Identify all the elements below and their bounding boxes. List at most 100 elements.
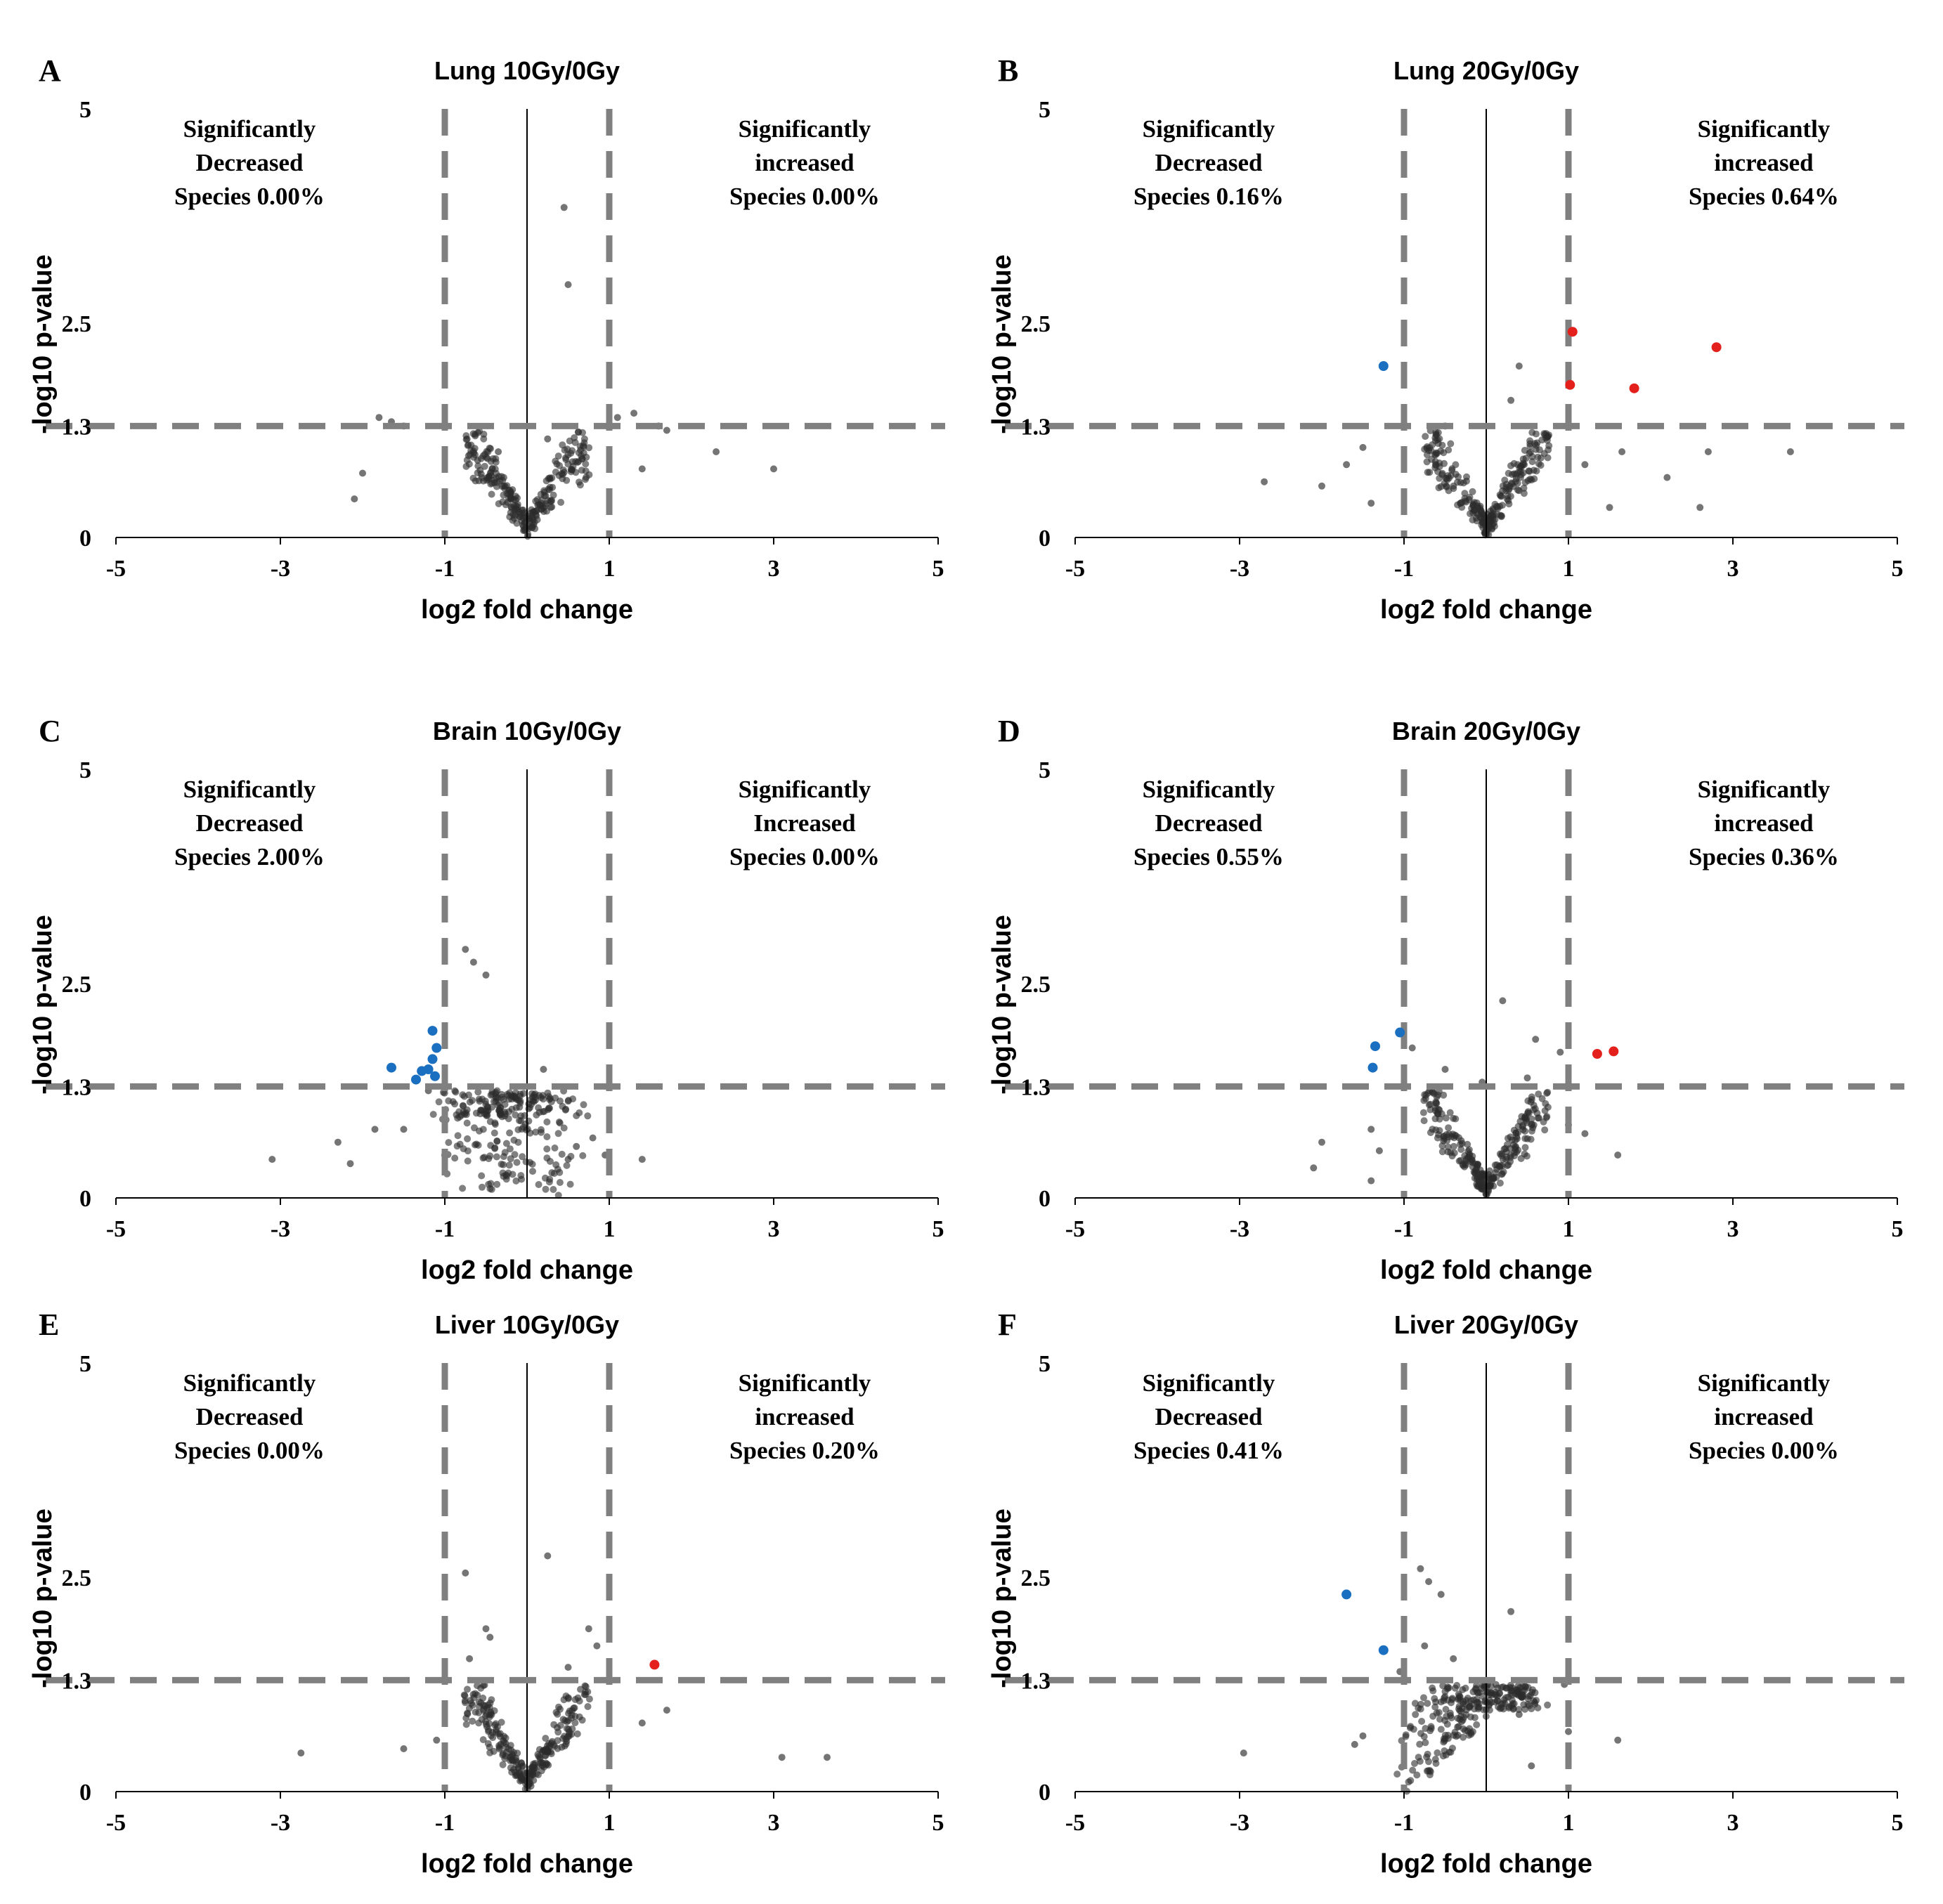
significance-note-line: increased <box>1714 1403 1814 1430</box>
data-point <box>1429 1687 1437 1695</box>
data-point <box>471 1124 478 1132</box>
x-tick-label: -1 <box>435 556 455 582</box>
data-point <box>1530 1121 1538 1129</box>
data-point <box>1499 997 1507 1005</box>
significance-note-line: Species 0.16% <box>1133 183 1284 210</box>
data-point <box>572 469 580 476</box>
data-point <box>543 1118 551 1126</box>
significance-note-line: Significantly <box>739 115 871 143</box>
data-point <box>539 1092 547 1100</box>
x-tick-label: 1 <box>604 556 616 582</box>
data-point <box>1424 1767 1432 1775</box>
data-point <box>461 1697 469 1704</box>
data-point <box>1524 1683 1532 1691</box>
data-point <box>1696 504 1704 511</box>
data-point <box>1441 1688 1449 1695</box>
data-point <box>1504 1135 1512 1142</box>
significance-note-line: Significantly <box>739 1369 871 1397</box>
significant-increased-point <box>1592 1049 1602 1059</box>
data-point <box>478 1172 486 1180</box>
x-tick-label: -3 <box>1230 1216 1249 1242</box>
data-point <box>1429 1088 1436 1096</box>
significance-note-line: increased <box>755 1403 854 1430</box>
data-point <box>479 1183 486 1191</box>
data-point <box>1535 1090 1542 1098</box>
significance-note-line: Increased <box>753 809 856 837</box>
x-tick-label: -5 <box>1065 1810 1085 1836</box>
y-tick-label: 5 <box>1039 757 1051 783</box>
data-point <box>1427 1129 1434 1136</box>
data-point <box>499 476 507 484</box>
data-point <box>1464 1140 1471 1148</box>
panel-title: Liver 10Gy/0Gy <box>435 1310 619 1339</box>
data-point <box>1367 1126 1375 1133</box>
data-point <box>1469 516 1476 523</box>
data-point <box>542 1735 550 1742</box>
x-tick-label: -5 <box>1065 556 1085 582</box>
significance-note-line: Species 0.00% <box>729 843 880 871</box>
data-point <box>1526 1692 1534 1700</box>
data-point <box>1469 488 1476 495</box>
significant-increased-point <box>649 1660 660 1670</box>
background-points <box>1240 1565 1622 1795</box>
significance-note-increased: Significantly increased Species 0.00% <box>729 115 880 210</box>
data-point <box>470 1694 478 1702</box>
data-point <box>1448 467 1456 474</box>
significant-decreased-point <box>411 1074 421 1085</box>
data-point <box>551 1145 559 1152</box>
y-tick-label: 0 <box>1039 1186 1051 1212</box>
significance-note-line: Significantly <box>1143 776 1275 803</box>
x-tick-label: 3 <box>768 1216 780 1242</box>
data-point <box>505 1161 513 1169</box>
data-point <box>1455 1157 1463 1165</box>
data-point <box>1469 1152 1476 1160</box>
data-point <box>1510 1126 1518 1134</box>
data-point <box>1240 1749 1247 1757</box>
data-point <box>557 499 565 506</box>
significance-note-line: Species 0.41% <box>1133 1437 1284 1464</box>
data-point <box>1310 1164 1318 1172</box>
data-point <box>563 1161 571 1169</box>
data-point <box>463 1119 471 1127</box>
data-point <box>1507 462 1514 469</box>
data-point <box>579 1152 587 1159</box>
data-point <box>569 1095 577 1103</box>
significance-note-decreased: Significantly Decreased Species 0.41% <box>1133 1369 1284 1464</box>
x-tick-label: -3 <box>271 1216 290 1242</box>
data-point <box>1515 1706 1523 1714</box>
data-point <box>556 1168 564 1176</box>
data-point <box>542 477 550 485</box>
significance-note-line: Significantly <box>183 115 316 143</box>
data-point <box>548 503 556 511</box>
significance-note-line: Species 0.36% <box>1689 843 1839 871</box>
data-point <box>487 1180 495 1187</box>
data-point <box>505 1108 513 1116</box>
x-axis-title: log2 fold change <box>421 1849 633 1879</box>
data-point <box>577 1685 584 1693</box>
data-point <box>474 457 481 464</box>
significance-note-line: Species 0.00% <box>174 1437 325 1464</box>
data-point <box>1479 510 1486 518</box>
y-tick-label: 0 <box>1039 526 1051 552</box>
data-point <box>488 1696 495 1704</box>
x-axis-title: log2 fold change <box>1380 595 1592 625</box>
y-tick-label: 2.5 <box>62 1565 92 1591</box>
data-point <box>486 1634 494 1641</box>
data-point <box>482 971 490 979</box>
data-point <box>1520 484 1528 492</box>
data-point <box>1520 1701 1528 1709</box>
x-tick-label: 5 <box>1892 1216 1904 1242</box>
data-point <box>493 1137 501 1145</box>
data-point <box>297 1749 305 1757</box>
data-point <box>546 1175 554 1183</box>
y-tick-label: 5 <box>1039 97 1051 123</box>
data-point <box>435 1098 443 1106</box>
data-point <box>1454 1695 1462 1703</box>
data-point <box>1428 455 1436 463</box>
data-point <box>483 1107 491 1115</box>
data-point <box>498 1719 505 1726</box>
data-point <box>1461 490 1469 497</box>
data-point <box>556 1179 564 1186</box>
data-point <box>580 443 587 451</box>
data-point <box>554 1130 562 1137</box>
